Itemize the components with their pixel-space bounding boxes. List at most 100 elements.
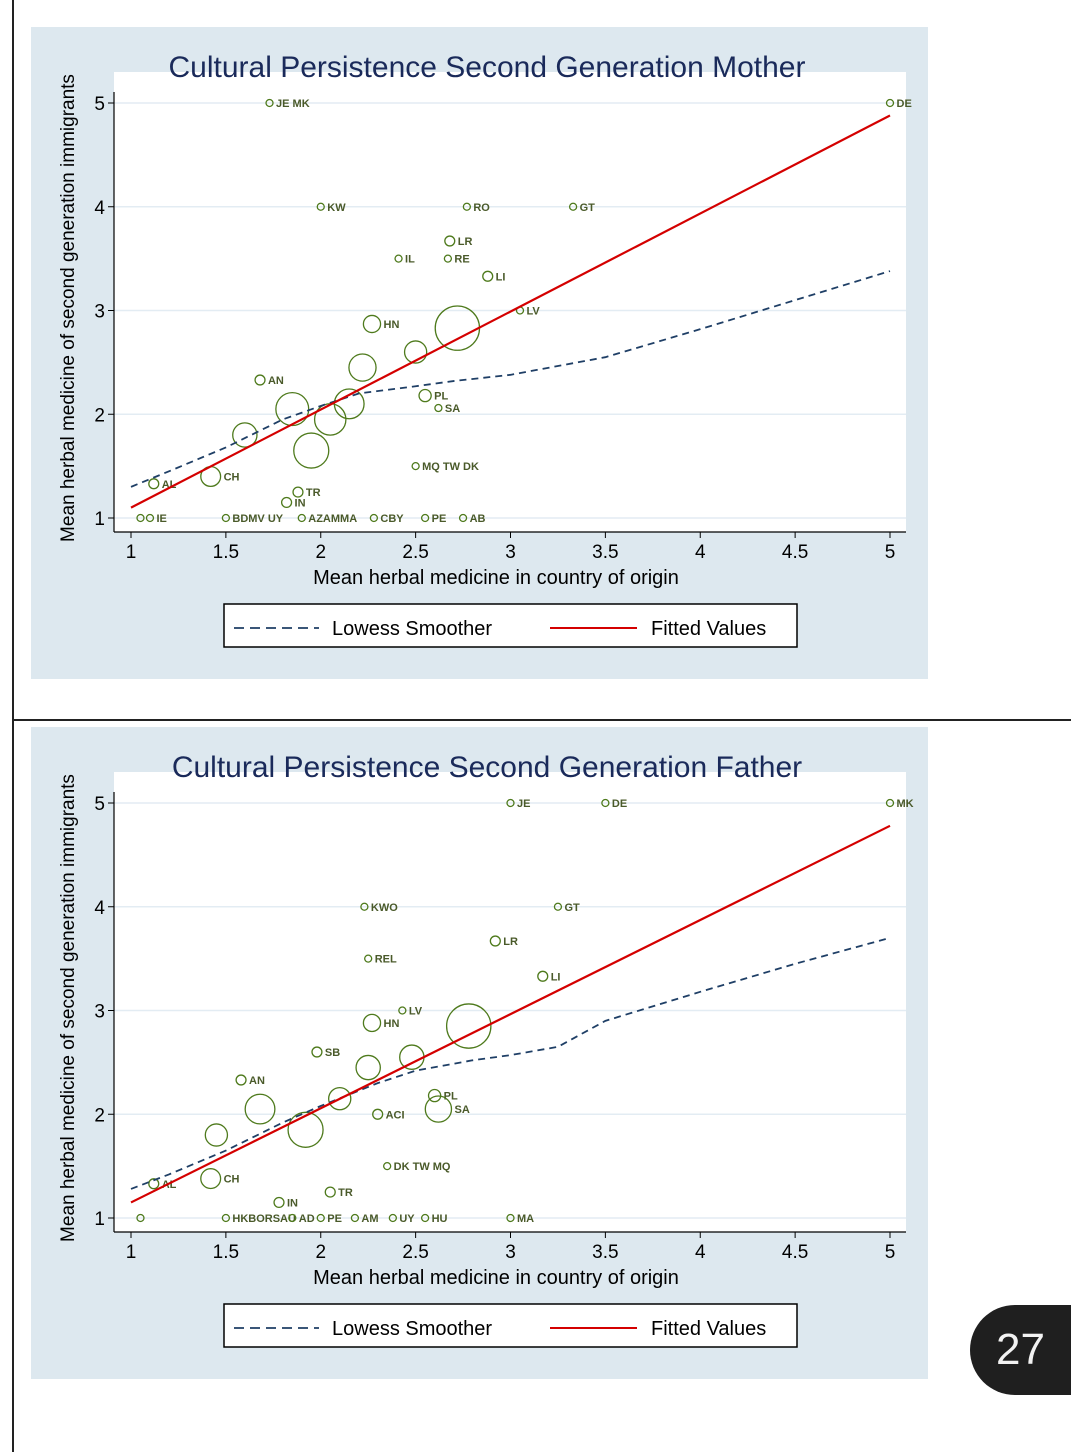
scatter-point (287, 1111, 324, 1148)
y-tick-label: 2 (94, 1105, 105, 1126)
lowess-line (130, 270, 891, 488)
scatter-point (232, 422, 258, 448)
scatter-point (235, 1074, 247, 1086)
scatter-point (145, 513, 155, 523)
point-label: CH (224, 472, 240, 484)
legend-fitted-label: Fitted Values (651, 1318, 766, 1340)
scatter-point (362, 1013, 382, 1033)
scatter-point (506, 798, 515, 808)
scatter-point (506, 1213, 515, 1223)
point-label: LV (409, 1006, 423, 1018)
scatter-point (411, 461, 420, 471)
scatter-point (221, 513, 231, 523)
point-label: AD (299, 1213, 315, 1225)
point-label: DE (612, 798, 627, 810)
x-tick-label: 4 (695, 1242, 706, 1263)
scatter-point (372, 1108, 384, 1120)
point-label: REL (375, 954, 397, 966)
frame-left-border (12, 0, 14, 1452)
scatter-point (316, 1213, 325, 1223)
scatter-point (324, 1186, 336, 1198)
scatter-point (420, 1213, 430, 1223)
chart-father: 1 1.5 2 2.5 3 3.5 4 4.5 5 1 2 3 4 5 Cultural Persisten… (58, 751, 914, 1348)
point-label: HKBORSAU (232, 1213, 296, 1225)
x-tick-label: 5 (885, 1242, 896, 1263)
scatter-point (273, 1196, 285, 1209)
point-label: SA (454, 1104, 469, 1116)
point-label: MK (897, 798, 914, 810)
scatter-point (489, 935, 501, 947)
x-tick-label: 4.5 (782, 1242, 808, 1263)
scatter-point (444, 235, 456, 247)
scatter-point (244, 1093, 276, 1125)
x-tick-label: 3 (505, 542, 516, 563)
x-tick-label: 4 (695, 542, 706, 563)
x-tick-label: 3.5 (592, 542, 618, 563)
scatter-point (292, 486, 304, 498)
plot-area (114, 72, 906, 532)
scatter-point (316, 202, 325, 211)
y-tick-label: 5 (94, 94, 105, 115)
point-label: KW (327, 202, 346, 214)
scatter-point (350, 1213, 360, 1223)
point-label: IE (156, 513, 166, 525)
point-label: HN (384, 1018, 400, 1030)
x-tick-label: 1.5 (213, 542, 239, 563)
point-label: SA (445, 403, 460, 415)
scatter-point (398, 1006, 407, 1015)
page-number-badge: 27 (970, 1305, 1071, 1395)
chart-panel-mother: 1 1.5 2 2.5 3 3.5 4 4.5 5 1 2 3 4 5 Cultural Persisten… (31, 27, 928, 679)
point-label: CH (224, 1174, 240, 1186)
scatter-point (364, 954, 373, 963)
x-tick-label: 1 (126, 1242, 137, 1263)
x-axis-label: Mean herbal medicine in country of origi… (313, 567, 679, 589)
scatter-point (462, 202, 472, 211)
x-tick-label: 2 (315, 542, 326, 563)
scatter-point (348, 353, 377, 382)
scatter-point (293, 432, 330, 469)
x-tick-label: 3.5 (592, 1242, 618, 1263)
point-label: ACI (386, 1109, 405, 1121)
point-label: HN (384, 319, 400, 331)
scatter-point (221, 1213, 231, 1223)
point-label: JE (517, 798, 530, 810)
scatter-point (288, 1213, 297, 1223)
x-tick-label: 1.5 (213, 1242, 239, 1263)
scatter-point (458, 513, 468, 523)
y-tick-label: 4 (94, 198, 105, 219)
scatter-point (360, 902, 369, 911)
legend-lowess-label: Lowess Smoother (332, 618, 492, 640)
scatter-point (328, 1086, 352, 1111)
x-tick-label: 2.5 (402, 1242, 428, 1263)
scatter-point (403, 340, 428, 364)
point-label: LI (551, 971, 561, 983)
point-label: PE (327, 1213, 342, 1225)
y-tick-label: 3 (94, 302, 105, 323)
point-label: LR (458, 236, 473, 248)
point-label: IN (287, 1197, 298, 1209)
point-label: IN (295, 497, 306, 509)
y-axis-label: Mean herbal medicine of second generatio… (58, 74, 79, 542)
y-tick-label: 2 (94, 405, 105, 426)
point-label: SB (325, 1047, 340, 1059)
plot-area (114, 772, 906, 1232)
y-tick-label: 1 (94, 509, 105, 530)
legend-box (223, 603, 798, 648)
fitted-line (130, 824, 891, 1204)
point-label: AB (470, 513, 486, 525)
x-tick-label: 3 (505, 1242, 516, 1263)
y-tick-label: 4 (94, 898, 105, 919)
frame-divider (12, 719, 1071, 721)
legend-fitted-label: Fitted Values (651, 618, 766, 640)
point-label: AM (361, 1213, 378, 1225)
point-label: AL (162, 479, 177, 491)
point-label: JE MK (276, 98, 310, 110)
point-label: PL (434, 391, 448, 403)
x-axis-label: Mean herbal medicine in country of origi… (313, 1267, 679, 1289)
scatter-point (355, 1054, 381, 1081)
scatter-point (311, 1046, 323, 1058)
x-tick-label: 2 (315, 1242, 326, 1263)
scatter-point (369, 513, 379, 523)
scatter-point (254, 374, 266, 386)
point-label: CBY (380, 513, 404, 525)
